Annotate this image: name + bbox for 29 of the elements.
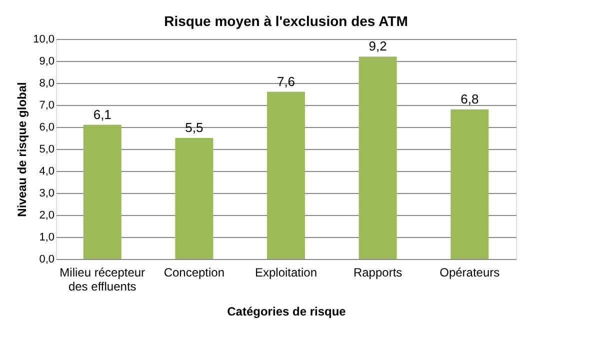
y-tick-label: 10,0	[33, 34, 54, 46]
y-tick-label: 4,0	[39, 166, 54, 178]
x-tick-label: Conception	[164, 266, 225, 280]
x-tick-label: Opérateurs	[440, 266, 500, 280]
y-tick-label: 7,0	[39, 100, 54, 112]
y-axis-title: Niveau de risque global	[15, 82, 30, 217]
y-tick-label: 5,0	[39, 144, 54, 156]
data-label: 6,1	[93, 106, 112, 122]
bar	[83, 124, 122, 259]
bar	[175, 138, 214, 259]
x-axis-title: Catégories de risque	[227, 304, 346, 318]
y-tick-label: 6,0	[39, 122, 54, 134]
data-label: 9,2	[368, 38, 387, 54]
y-tick-label: 0,0	[39, 254, 54, 266]
data-label: 5,5	[185, 120, 204, 135]
y-tick-label: 8,0	[39, 78, 54, 90]
x-tick-label: Exploitation	[254, 266, 318, 280]
y-tick-label: 1,0	[39, 232, 54, 244]
y-tick-label: 9,0	[39, 56, 54, 68]
data-label: 6,8	[460, 91, 479, 106]
x-tick-label: Milieu récepteur des effluents	[60, 266, 146, 294]
y-tick-label: 2,0	[39, 210, 54, 222]
x-tick-label: Rapports	[353, 266, 402, 280]
bar	[450, 109, 489, 259]
y-tick-label: 3,0	[39, 188, 54, 200]
bar	[358, 56, 397, 259]
chart-title: Risque moyen à l'exclusion des ATM	[164, 13, 408, 29]
data-label: 7,6	[276, 74, 296, 89]
bar	[267, 92, 305, 259]
